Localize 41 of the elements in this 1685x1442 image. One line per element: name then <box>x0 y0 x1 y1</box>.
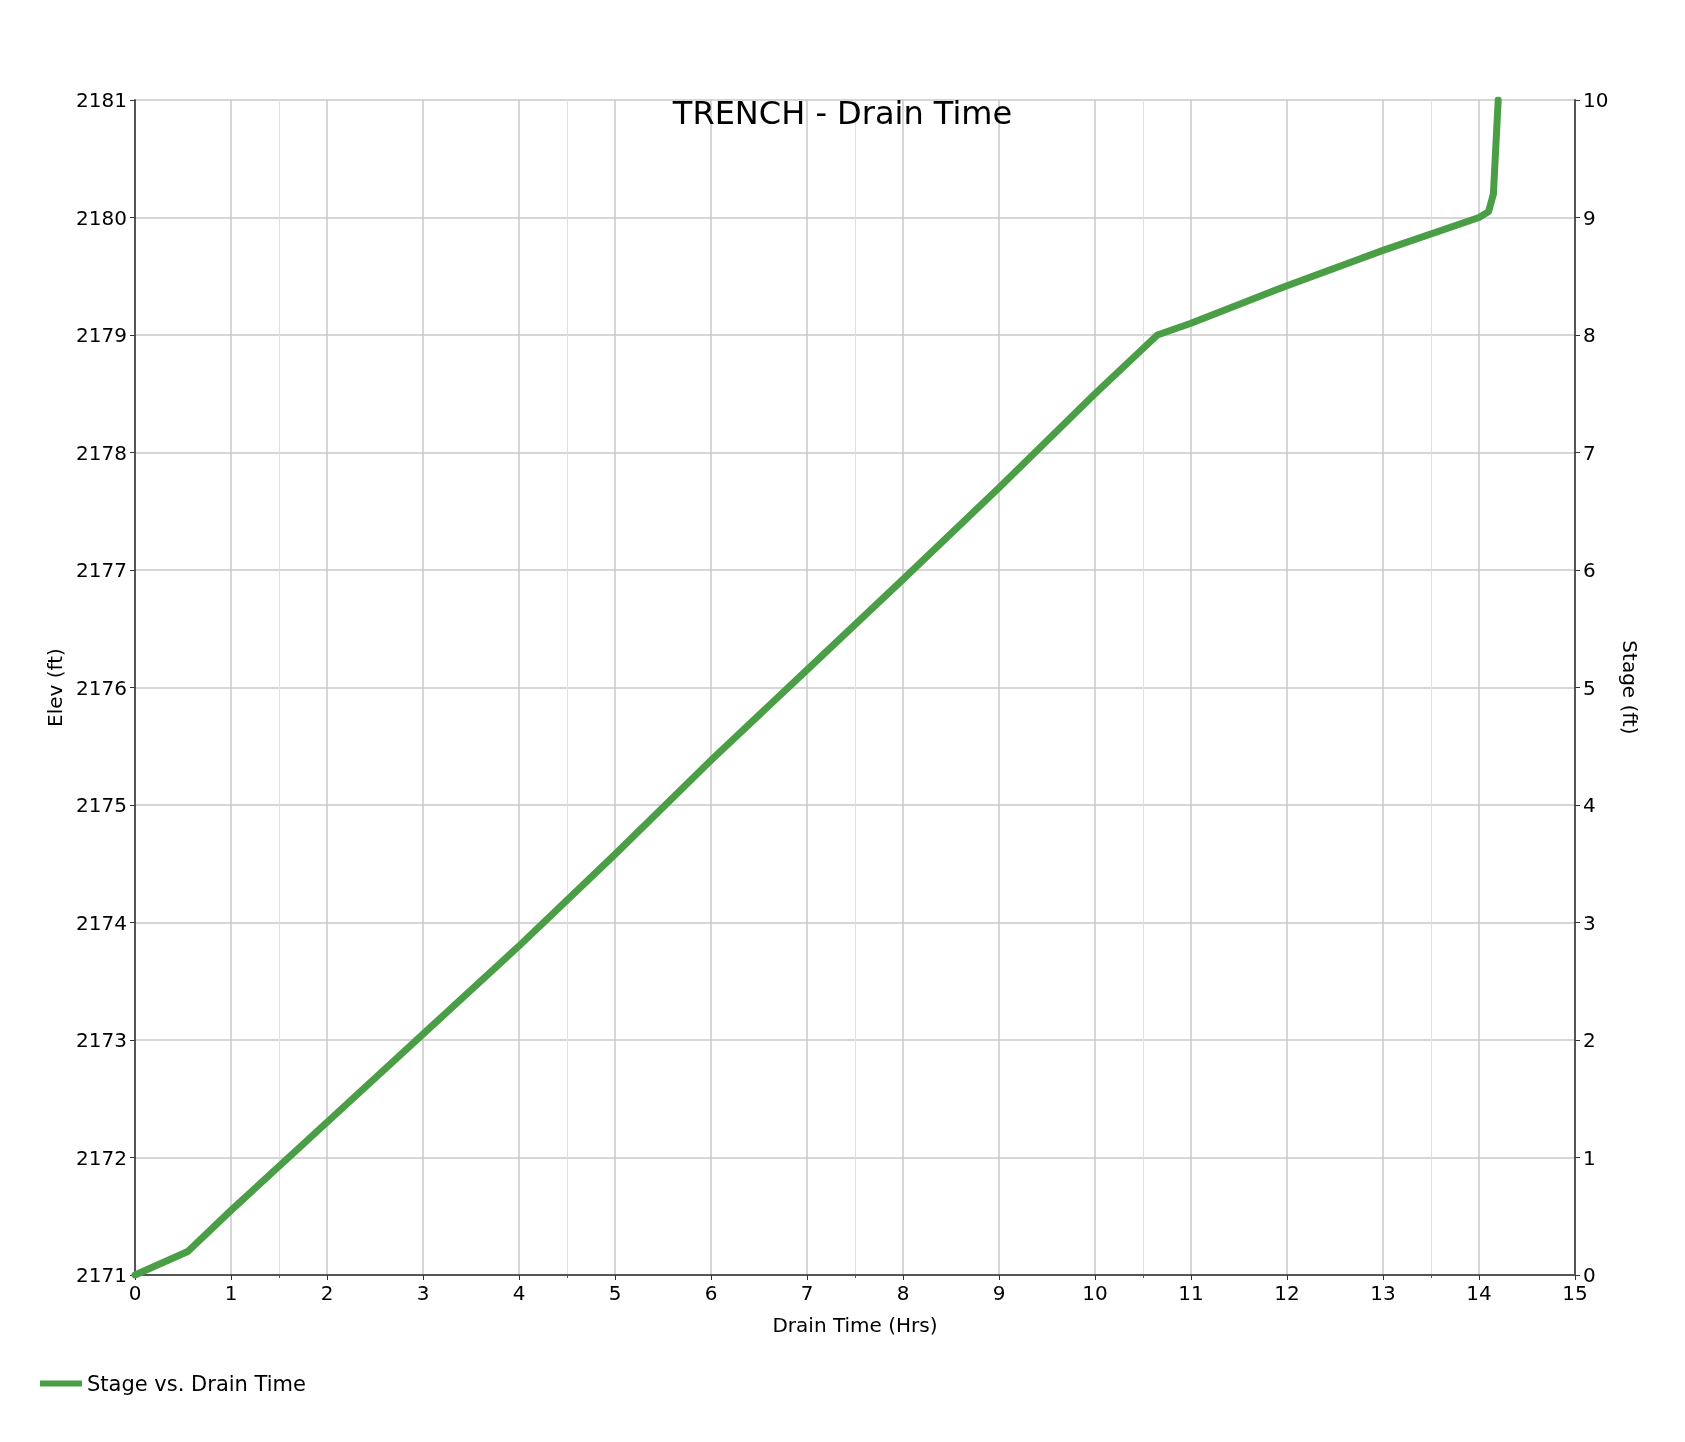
chart-title: TRENCH - Drain Time <box>671 94 1013 132</box>
legend-label: Stage vs. Drain Time <box>87 1371 306 1396</box>
y-axis-title: Elev (ft) <box>43 648 67 727</box>
y-tick-label: 2172 <box>76 1145 127 1170</box>
y2-tick-label: 4 <box>1583 793 1596 817</box>
y2-tick-label: 3 <box>1583 910 1596 935</box>
y-tick-label: 2174 <box>76 910 127 935</box>
y2-tick-label: 10 <box>1583 88 1609 112</box>
y-tick-label: 2178 <box>76 440 127 465</box>
y2-tick-label: 9 <box>1583 205 1596 230</box>
y2-axis-title: Stage (ft) <box>1618 640 1642 735</box>
x-tick-label: 8 <box>896 1281 910 1305</box>
x-tick-label: 4 <box>512 1281 526 1305</box>
x-tick-label: 14 <box>1466 1281 1492 1305</box>
x-tick-label: 1 <box>224 1281 238 1305</box>
x-tick-label: 11 <box>1178 1281 1204 1305</box>
y-tick-label: 2171 <box>76 1263 127 1287</box>
y-tick-label: 2181 <box>76 88 127 112</box>
x-tick-label: 7 <box>800 1281 814 1305</box>
y-tick-label: 2173 <box>76 1028 127 1052</box>
x-tick-label: 2 <box>320 1281 334 1305</box>
x-tick-label: 13 <box>1370 1281 1396 1305</box>
x-tick-label: 0 <box>128 1281 142 1305</box>
x-tick-label: 3 <box>416 1281 430 1305</box>
y2-tick-label: 7 <box>1583 440 1596 465</box>
y2-tick-label: 6 <box>1583 558 1596 582</box>
y-tick-label: 2175 <box>76 793 127 817</box>
x-tick-label: 6 <box>704 1281 718 1305</box>
y2-tick-label: 8 <box>1583 323 1596 347</box>
y2-tick-label: 2 <box>1583 1028 1596 1052</box>
x-tick-label: 12 <box>1274 1281 1300 1305</box>
y-tick-label: 2179 <box>76 323 127 347</box>
x-axis-title: Drain Time (Hrs) <box>772 1313 938 1337</box>
x-tick-label: 5 <box>608 1281 622 1305</box>
y2-tick-label: 1 <box>1583 1145 1596 1170</box>
y-tick-label: 2180 <box>76 205 127 230</box>
y-tick-label: 2177 <box>76 558 127 582</box>
x-tick-label: 9 <box>992 1281 1006 1305</box>
y2-tick-label: 5 <box>1583 675 1596 700</box>
y-tick-label: 2176 <box>76 675 127 700</box>
x-tick-label: 10 <box>1082 1281 1108 1305</box>
